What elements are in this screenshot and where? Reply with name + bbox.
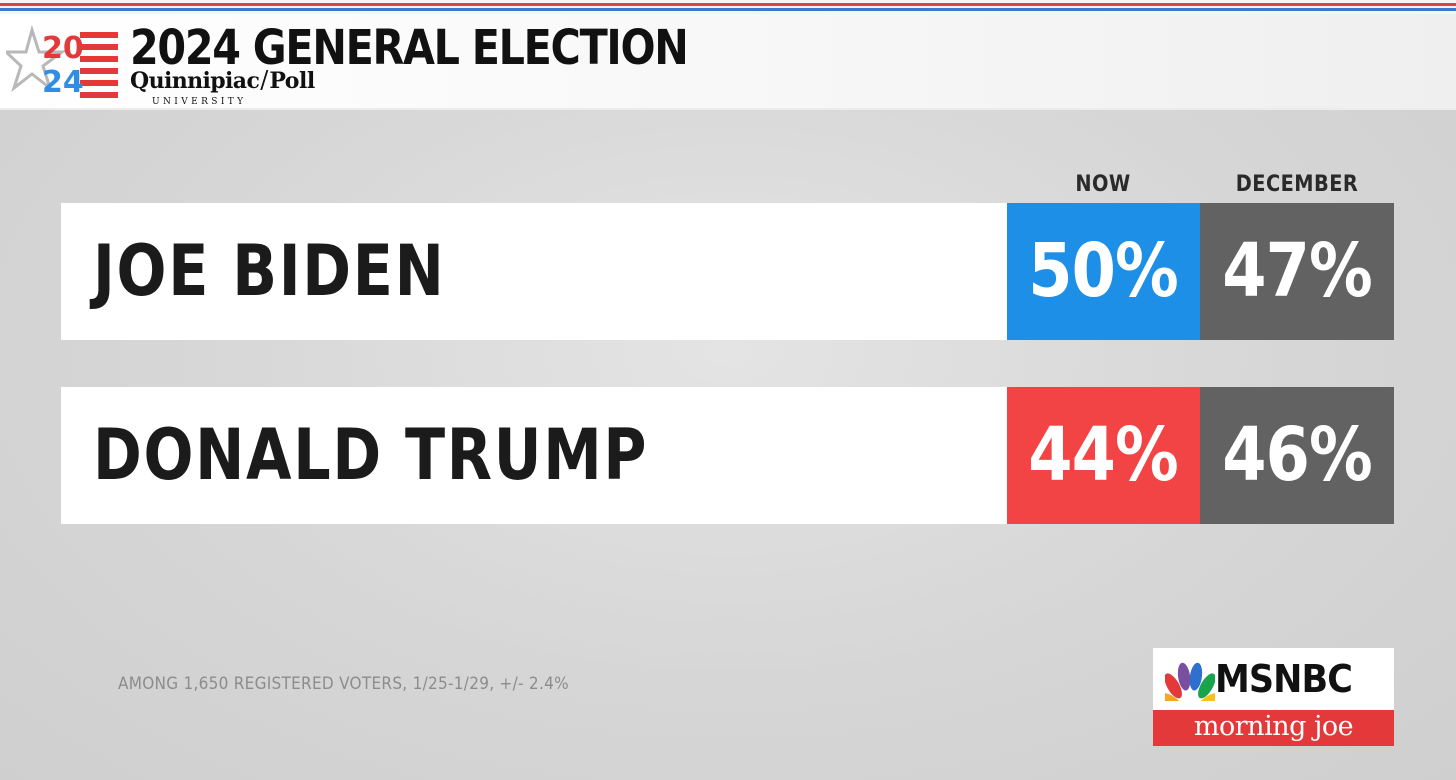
network-badge: MSNBC morning joe bbox=[1153, 648, 1394, 746]
column-header-now: NOW bbox=[1075, 172, 1131, 197]
page-title: 2024 GENERAL ELECTION bbox=[130, 20, 689, 76]
december-value: 47% bbox=[1222, 228, 1373, 314]
december-value: 46% bbox=[1222, 412, 1373, 498]
candidate-row: JOE BIDEN 50% 47% bbox=[61, 203, 1394, 340]
now-value: 50% bbox=[1028, 228, 1180, 314]
logo-year-bottom: 24 bbox=[42, 65, 84, 100]
candidate-name: DONALD TRUMP bbox=[93, 414, 649, 496]
poll-word: Poll bbox=[269, 68, 315, 94]
poll-name: Quinnipiac bbox=[130, 68, 260, 94]
network-name: MSNBC bbox=[1215, 657, 1353, 701]
footnote: AMONG 1,650 REGISTERED VOTERS, 1/25-1/29… bbox=[118, 674, 569, 694]
column-header-december: DECEMBER bbox=[1235, 172, 1359, 197]
candidate-name-box: JOE BIDEN bbox=[61, 203, 1007, 340]
star-flag-icon: 20 24 bbox=[6, 24, 118, 100]
candidate-name-box: DONALD TRUMP bbox=[61, 387, 1007, 524]
logo-year-top: 20 bbox=[42, 31, 84, 66]
poll-slash: / bbox=[260, 66, 269, 94]
now-value: 44% bbox=[1028, 412, 1180, 498]
december-value-cell: 47% bbox=[1200, 203, 1394, 340]
poll-university: UNIVERSITY bbox=[152, 97, 247, 107]
candidate-row: DONALD TRUMP 44% 46% bbox=[61, 387, 1394, 524]
network-badge-top: MSNBC bbox=[1153, 648, 1394, 710]
show-name: morning joe bbox=[1153, 710, 1394, 746]
top-stripe bbox=[0, 0, 1456, 14]
poll-brand: Quinnipiac/Poll bbox=[130, 66, 315, 94]
december-value-cell: 46% bbox=[1200, 387, 1394, 524]
peacock-icon bbox=[1165, 662, 1215, 701]
candidate-name: JOE BIDEN bbox=[93, 230, 446, 312]
now-value-cell: 44% bbox=[1007, 387, 1200, 524]
header-banner: 20 24 2024 GENERAL ELECTION Quinnipiac/P… bbox=[0, 14, 1456, 110]
now-value-cell: 50% bbox=[1007, 203, 1200, 340]
